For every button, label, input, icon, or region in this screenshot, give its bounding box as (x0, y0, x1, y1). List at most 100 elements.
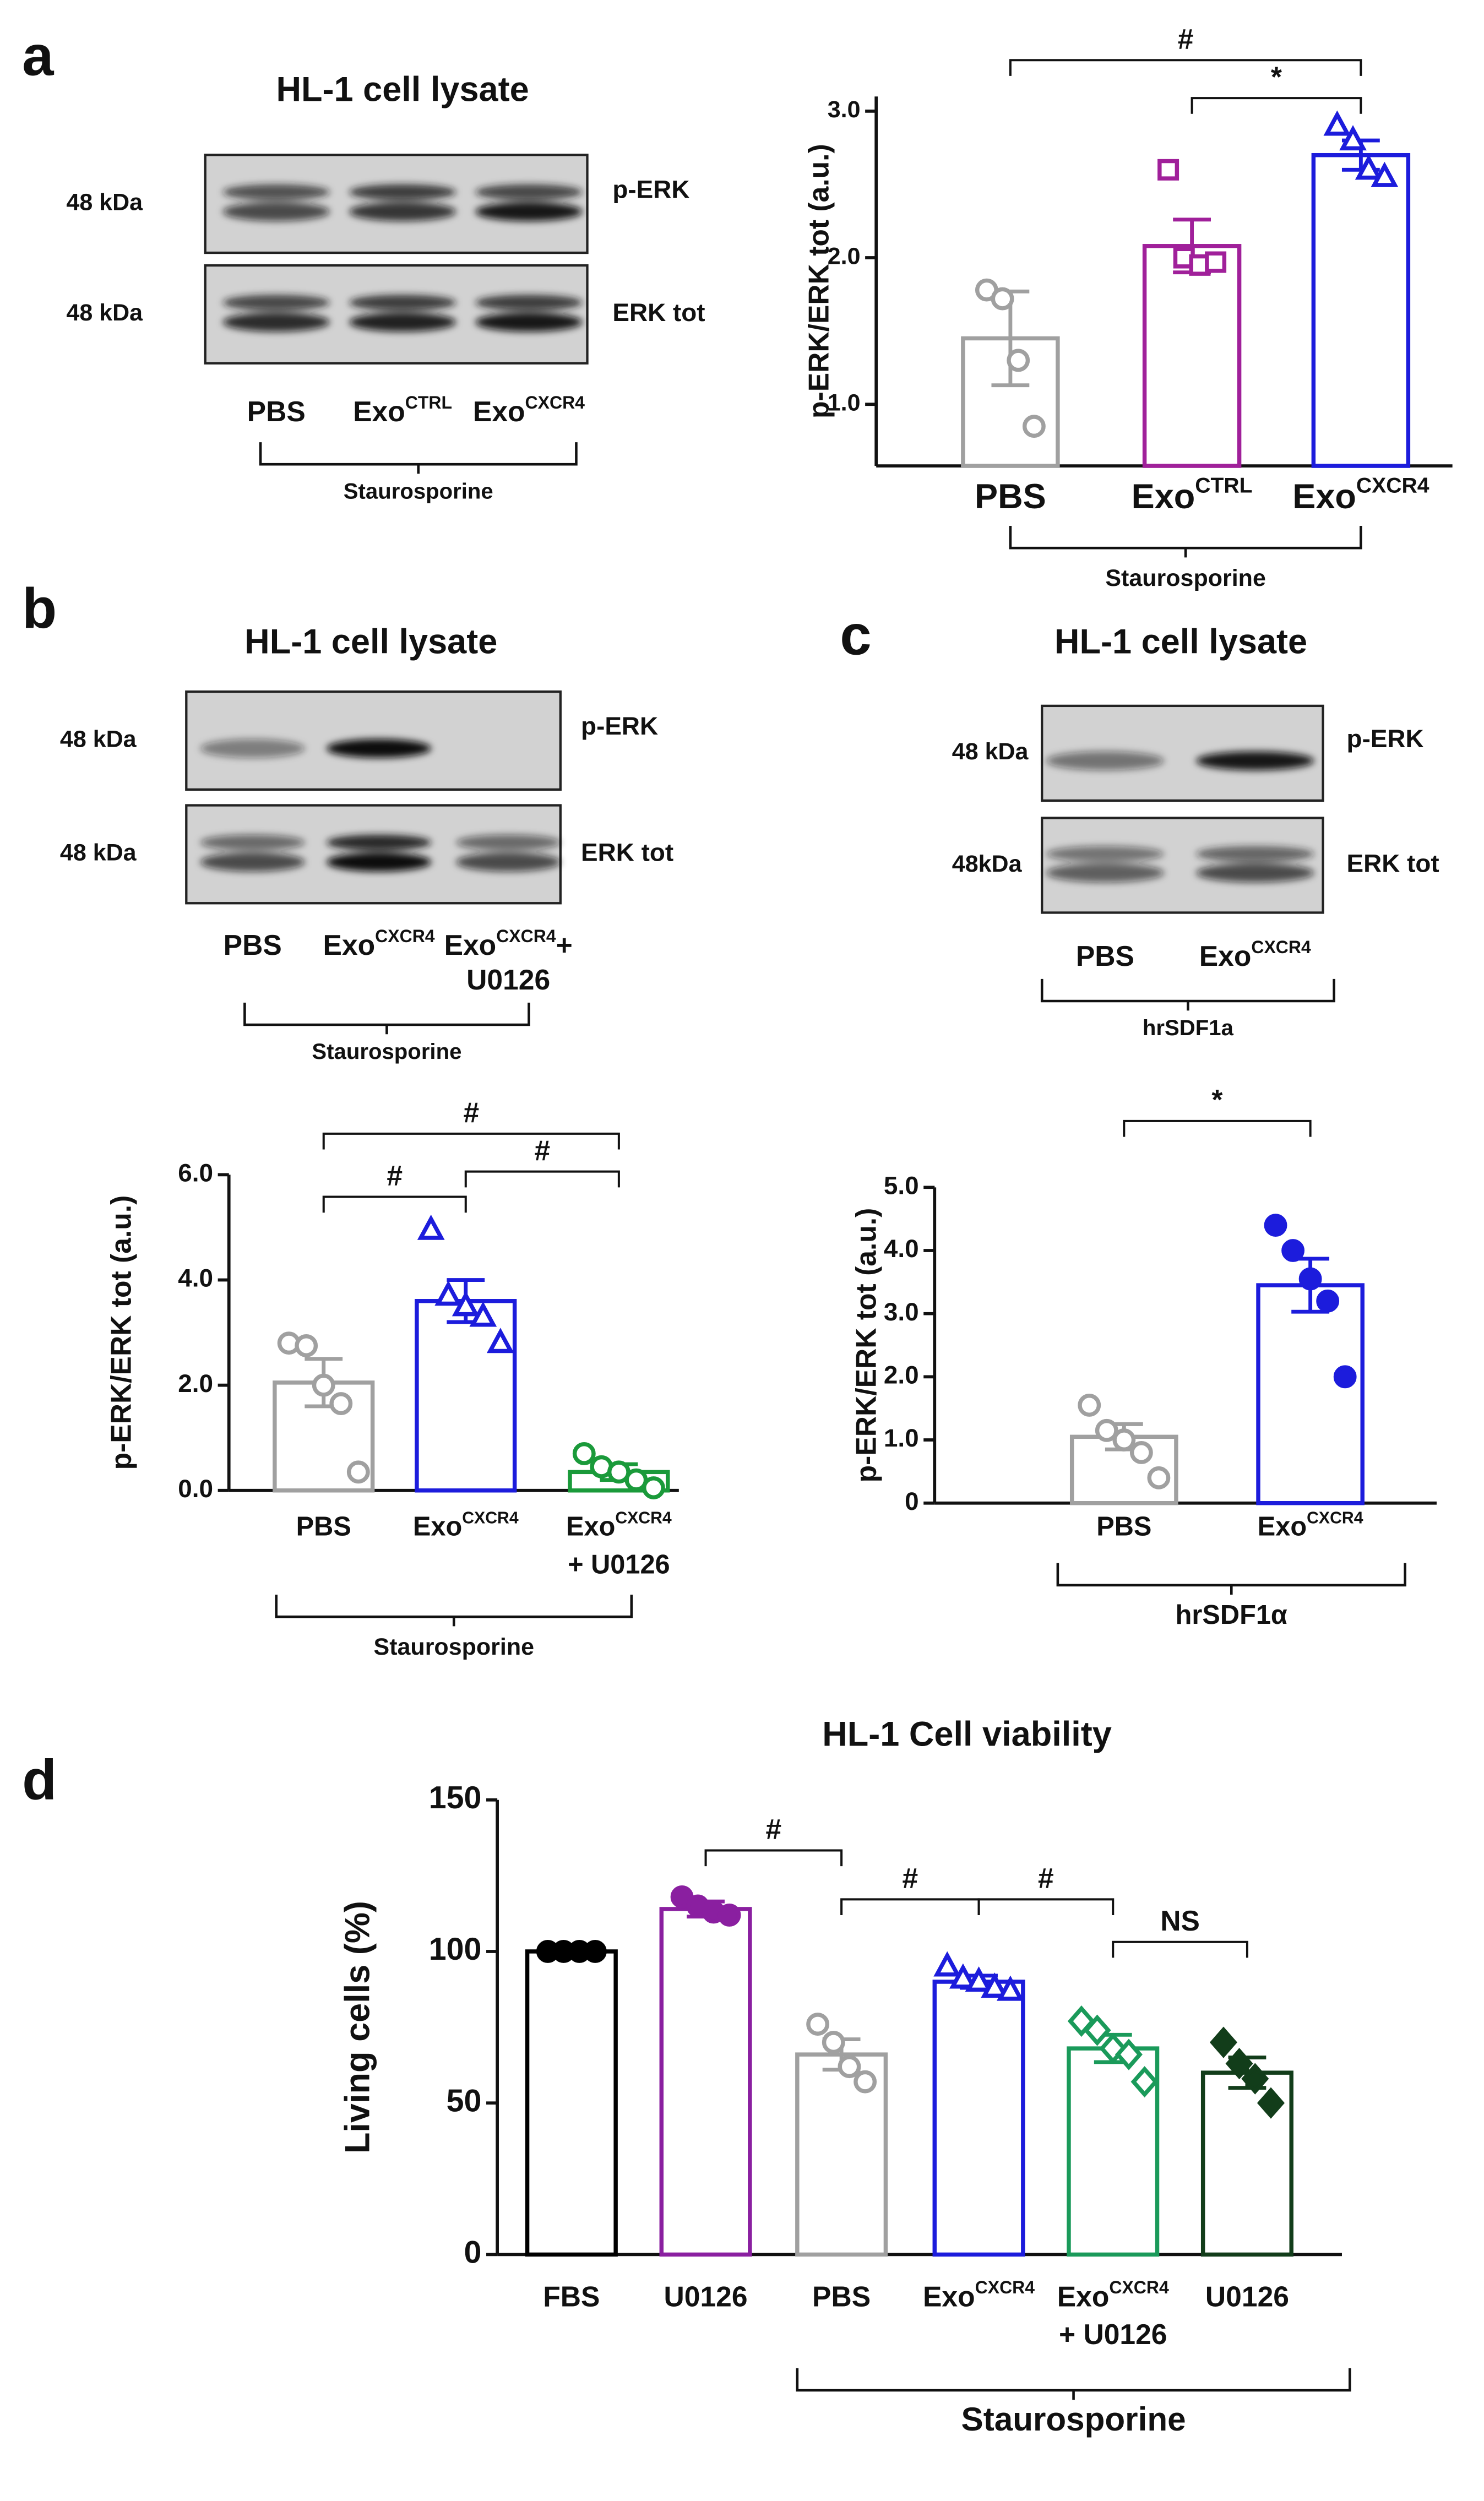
data-point (1316, 1289, 1340, 1313)
blot-band (1196, 846, 1314, 862)
y-tick-label: 1.0 (884, 1423, 919, 1452)
bar (1311, 153, 1411, 468)
x-tick-label: U0126 (1205, 2280, 1289, 2312)
molecular-weight: 48 kDa (60, 840, 137, 866)
y-tick-label: 2.0 (828, 243, 861, 269)
protein-name: ERK tot (612, 298, 705, 327)
data-point (469, 1301, 497, 1327)
data-point (1022, 415, 1046, 438)
bar (659, 1907, 752, 2257)
data-point (1147, 1466, 1171, 1489)
x-tick-label-sup: CXCR4 (462, 1509, 519, 1527)
panel-letter: a (22, 24, 55, 88)
y-tick-label: 3.0 (828, 96, 861, 123)
significance-label: * (1211, 1084, 1223, 1116)
data-point (965, 1966, 993, 1992)
blot-band (475, 295, 583, 311)
blot-bands (1046, 846, 1314, 883)
x-tick-label: PBS (812, 2280, 871, 2312)
y-tick-label: 4.0 (884, 1234, 919, 1263)
data-point (991, 287, 1014, 311)
data-point (1112, 1428, 1136, 1451)
lane-label-sup: CXCR4 (1251, 937, 1311, 957)
treatment-bracket (275, 1595, 633, 1627)
data-point (346, 1460, 370, 1484)
significance-bracket (464, 1170, 620, 1188)
x-tick-label: PBS (1096, 1512, 1151, 1541)
lane-label-sup: CXCR4 (525, 393, 585, 412)
data-point (1339, 125, 1367, 151)
data-point (1078, 1394, 1101, 1417)
x-tick-label: Exo (1057, 2280, 1110, 2312)
significance-bracket (1191, 97, 1362, 114)
significance-label: # (902, 1862, 918, 1894)
protein-name: p-ERK (612, 175, 689, 203)
x-tick-label: + U0126 (1059, 2318, 1167, 2350)
blot-band (1046, 751, 1165, 770)
x-tick-label-sup: CTRL (1195, 474, 1252, 498)
blot-title: HL-1 cell lysate (1054, 623, 1307, 661)
blot-band (349, 312, 456, 332)
data-point (572, 1442, 596, 1465)
blot-bands (1046, 751, 1314, 770)
data-point (1130, 2066, 1159, 2098)
lane-label-sup: CTRL (405, 393, 452, 412)
lane-label: Exo (1199, 940, 1252, 972)
lane-label: Exo (353, 395, 405, 427)
data-point (1083, 2014, 1111, 2046)
significance-bracket (840, 1898, 980, 1916)
data-point (717, 1903, 741, 1927)
blot-band (1046, 863, 1165, 883)
data-point (1241, 2063, 1269, 2095)
treatment-bracket (1040, 978, 1335, 1011)
y-axis-label: p-ERK/ERK tot (a.u.) (105, 1195, 137, 1470)
molecular-weight: 48kDa (952, 851, 1023, 877)
panel-letter: b (22, 577, 57, 640)
treatment-label: Staurosporine (374, 1634, 535, 1660)
panel-letter: d (22, 1748, 57, 1811)
panel-letter: c (840, 603, 871, 667)
treatment-label: Staurosporine (961, 2401, 1186, 2438)
data-point (997, 1975, 1024, 2001)
significance-label: NS (1160, 1905, 1200, 1937)
y-tick-label: 2.0 (884, 1360, 919, 1389)
x-tick-label: PBS (296, 1512, 351, 1541)
data-point (806, 2013, 830, 2036)
data-point (1257, 2087, 1285, 2119)
x-tick-label-sup: CXCR4 (1307, 1509, 1363, 1527)
blot-band (326, 852, 432, 872)
blot-bands (222, 184, 583, 221)
data-point (1157, 159, 1179, 181)
blot-band (222, 295, 330, 311)
treatment-label: Staurosporine (1105, 565, 1266, 591)
blot-band (1196, 863, 1314, 883)
data-point (949, 1963, 977, 1989)
x-tick-label-sup: CXCR4 (615, 1509, 672, 1527)
data-point (1095, 1418, 1118, 1442)
blot-title: HL-1 cell lysate (244, 623, 497, 661)
y-tick-label: 3.0 (884, 1297, 919, 1326)
x-tick-label: Exo (566, 1512, 615, 1541)
x-tick-label: Exo (413, 1512, 462, 1541)
protein-name: p-ERK (1347, 724, 1424, 753)
blot-title: HL-1 cell lysate (276, 70, 529, 108)
significance-label: # (1178, 23, 1194, 55)
blot-band (222, 184, 330, 200)
data-point (822, 2031, 845, 2054)
blot-bands (200, 738, 432, 758)
y-tick-label: 0.0 (178, 1474, 213, 1503)
data-point (1355, 154, 1383, 180)
treatment-label: hrSDF1α (1176, 1600, 1287, 1630)
significance-label: # (463, 1096, 479, 1128)
x-tick-label: Exo (923, 2280, 975, 2312)
blot-band (475, 312, 583, 332)
x-tick-label: Exo (1132, 477, 1195, 516)
treatment-label: Staurosporine (344, 479, 493, 503)
blot-band (222, 312, 330, 332)
blot-band (349, 202, 456, 221)
x-tick-label: FBS (543, 2280, 600, 2312)
data-point (1205, 251, 1227, 273)
chart-title: HL-1 Cell viability (822, 1715, 1112, 1754)
y-tick-label: 0 (905, 1487, 919, 1515)
lane-label: U0126 (466, 964, 550, 996)
